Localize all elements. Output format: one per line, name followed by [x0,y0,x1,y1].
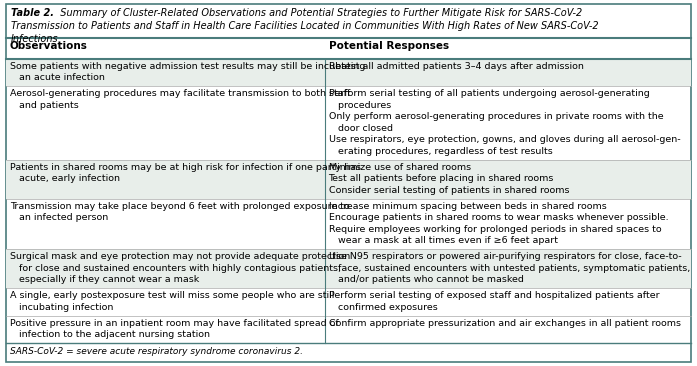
Text: face, sustained encounters with untested patients, symptomatic patients,: face, sustained encounters with untested… [328,264,690,273]
Text: procedures: procedures [328,101,391,110]
Text: Increase minimum spacing between beds in shared rooms: Increase minimum spacing between beds in… [328,202,606,211]
Text: Summary of Cluster-Related Observations and Potential Strategies to Further Miti: Summary of Cluster-Related Observations … [54,8,582,18]
Text: Transmission to Patients and Staff in Health Care Facilities Located in Communit: Transmission to Patients and Staff in He… [11,21,599,31]
Text: Perform serial testing of all patients undergoing aerosol-generating: Perform serial testing of all patients u… [328,89,650,98]
Text: an acute infection: an acute infection [10,73,105,82]
Text: Only perform aerosol-generating procedures in private rooms with the: Only perform aerosol-generating procedur… [328,112,663,121]
Text: Patients in shared rooms may be at high risk for infection if one party has: Patients in shared rooms may be at high … [10,163,361,172]
Text: Positive pressure in an inpatient room may have facilitated spread of: Positive pressure in an inpatient room m… [10,319,339,328]
Text: and/or patients who cannot be masked: and/or patients who cannot be masked [328,275,523,284]
Text: Use N95 respirators or powered air-purifying respirators for close, face-to-: Use N95 respirators or powered air-purif… [328,252,681,261]
Text: incubating infection: incubating infection [10,303,114,312]
Text: A single, early postexposure test will miss some people who are still: A single, early postexposure test will m… [10,291,335,300]
Text: Perform serial testing of exposed staff and hospitalized patients after: Perform serial testing of exposed staff … [328,291,659,300]
Text: Infections: Infections [11,34,59,44]
Text: for close and sustained encounters with highly contagious patients,: for close and sustained encounters with … [10,264,341,273]
Text: Consider serial testing of patients in shared rooms: Consider serial testing of patients in s… [328,186,569,195]
Bar [6,59,691,86]
Text: Minimize use of shared rooms: Minimize use of shared rooms [328,163,470,172]
Text: Use respirators, eye protection, gowns, and gloves during all aerosol-gen-: Use respirators, eye protection, gowns, … [328,135,680,144]
Text: Some patients with negative admission test results may still be incubating: Some patients with negative admission te… [10,62,365,71]
Text: infection to the adjacent nursing station: infection to the adjacent nursing statio… [10,330,210,339]
Bar [6,249,691,288]
Text: Transmission may take place beyond 6 feet with prolonged exposure to: Transmission may take place beyond 6 fee… [10,202,350,211]
Text: acute, early infection: acute, early infection [10,174,120,183]
Text: Aerosol-generating procedures may facilitate transmission to both staff: Aerosol-generating procedures may facili… [10,89,351,98]
Text: an infected person: an infected person [10,213,108,222]
Text: Observations: Observations [10,41,88,51]
Text: Encourage patients in shared rooms to wear masks whenever possible.: Encourage patients in shared rooms to we… [328,213,668,222]
Text: confirmed exposures: confirmed exposures [328,303,437,312]
Text: and patients: and patients [10,101,79,110]
Text: erating procedures, regardless of test results: erating procedures, regardless of test r… [328,147,552,156]
Text: wear a mask at all times even if ≥6 feet apart: wear a mask at all times even if ≥6 feet… [328,236,558,245]
Text: Test all patients before placing in shared rooms: Test all patients before placing in shar… [328,174,554,183]
Text: especially if they cannot wear a mask: especially if they cannot wear a mask [10,275,199,284]
Text: Potential Responses: Potential Responses [328,41,449,51]
Text: Confirm appropriate pressurization and air exchanges in all patient rooms: Confirm appropriate pressurization and a… [328,319,680,328]
Text: Require employees working for prolonged periods in shared spaces to: Require employees working for prolonged … [328,225,661,234]
Text: Table 2.: Table 2. [11,8,54,18]
Text: SARS-CoV-2 = severe acute respiratory syndrome coronavirus 2.: SARS-CoV-2 = severe acute respiratory sy… [10,347,303,356]
Text: Retest all admitted patients 3–4 days after admission: Retest all admitted patients 3–4 days af… [328,62,583,71]
Text: Surgical mask and eye protection may not provide adequate protection: Surgical mask and eye protection may not… [10,252,351,261]
Text: door closed: door closed [328,124,392,133]
Bar [6,160,691,199]
